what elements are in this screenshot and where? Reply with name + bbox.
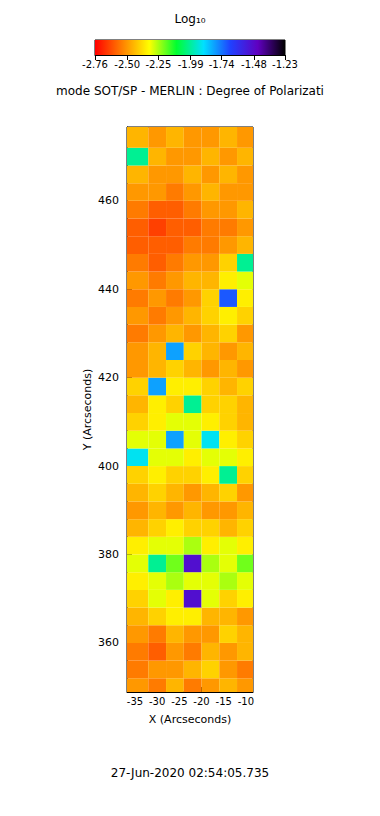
svg-text:-1.74: -1.74 — [209, 59, 235, 70]
svg-text:X (Arcseconds): X (Arcseconds) — [149, 713, 231, 726]
svg-text:-30: -30 — [149, 696, 165, 707]
svg-text:-2.25: -2.25 — [145, 59, 171, 70]
svg-text:Y (Arcseconds): Y (Arcseconds) — [81, 369, 94, 452]
svg-text:mode SOT/SP - MERLIN : Degree: mode SOT/SP - MERLIN : Degree of Polariz… — [56, 84, 324, 98]
svg-text:380: 380 — [98, 548, 119, 561]
svg-text:420: 420 — [98, 371, 119, 384]
svg-text:-15: -15 — [216, 696, 232, 707]
svg-text:440: 440 — [98, 283, 119, 296]
svg-text:-20: -20 — [193, 696, 209, 707]
svg-text:Log₁₀: Log₁₀ — [174, 12, 205, 26]
svg-text:-2.50: -2.50 — [114, 59, 140, 70]
svg-text:-25: -25 — [171, 696, 187, 707]
svg-text:-10: -10 — [238, 696, 254, 707]
svg-text:360: 360 — [98, 636, 119, 649]
svg-text:-2.76: -2.76 — [82, 59, 108, 70]
svg-text:460: 460 — [98, 194, 119, 207]
svg-text:-35: -35 — [127, 696, 143, 707]
svg-text:-1.23: -1.23 — [272, 59, 298, 70]
svg-text:27-Jun-2020 02:54:05.735: 27-Jun-2020 02:54:05.735 — [111, 766, 269, 780]
svg-text:-1.99: -1.99 — [178, 59, 204, 70]
svg-text:400: 400 — [98, 460, 119, 473]
svg-text:-1.48: -1.48 — [241, 59, 267, 70]
